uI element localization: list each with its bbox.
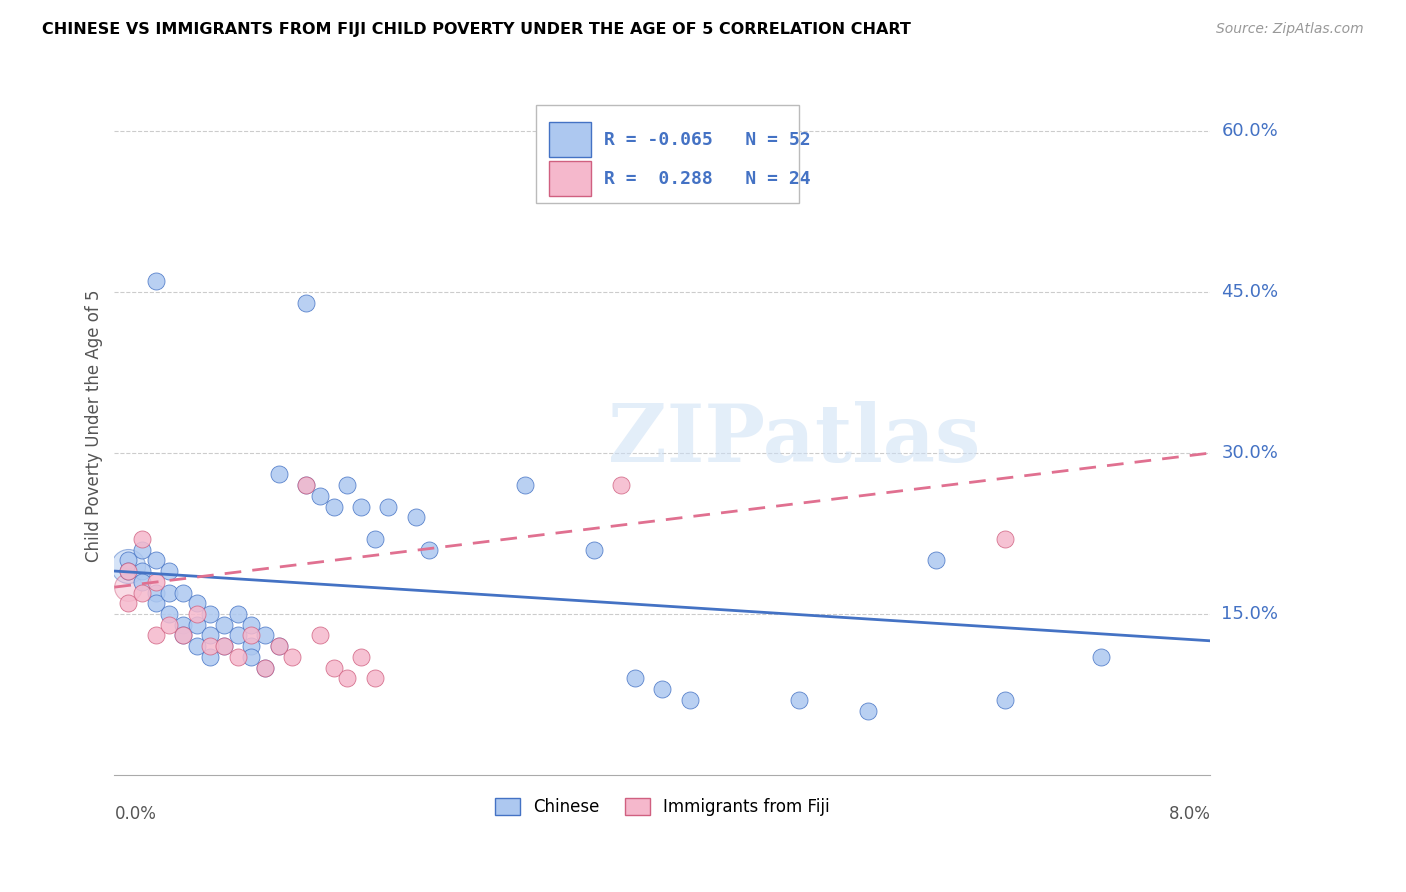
Text: 15.0%: 15.0% <box>1222 605 1278 623</box>
Point <box>145 274 167 288</box>
Point <box>131 564 153 578</box>
Point <box>350 649 373 664</box>
Text: Source: ZipAtlas.com: Source: ZipAtlas.com <box>1216 22 1364 37</box>
Text: 30.0%: 30.0% <box>1222 444 1278 462</box>
Point <box>350 500 373 514</box>
Point <box>186 639 208 653</box>
Point <box>377 500 399 514</box>
Point <box>157 585 180 599</box>
Point <box>117 596 139 610</box>
Point <box>131 542 153 557</box>
Point <box>157 564 180 578</box>
Point <box>240 617 263 632</box>
Point <box>582 542 605 557</box>
Point <box>186 596 208 610</box>
Point <box>363 532 385 546</box>
FancyBboxPatch shape <box>550 122 591 157</box>
Text: R =  0.288   N = 24: R = 0.288 N = 24 <box>605 169 811 187</box>
Legend: Chinese, Immigrants from Fiji: Chinese, Immigrants from Fiji <box>488 791 837 822</box>
Point <box>131 532 153 546</box>
Point <box>515 478 537 492</box>
Point <box>200 628 222 642</box>
Point <box>856 704 879 718</box>
Point <box>1090 649 1112 664</box>
Point <box>295 478 318 492</box>
Point <box>200 607 222 621</box>
Point <box>212 617 235 632</box>
Point <box>363 671 385 685</box>
Point <box>200 639 222 653</box>
Point <box>145 585 167 599</box>
Point <box>131 574 153 589</box>
Text: 60.0%: 60.0% <box>1222 122 1278 140</box>
Point <box>157 617 180 632</box>
Point <box>186 617 208 632</box>
Text: 8.0%: 8.0% <box>1168 805 1211 823</box>
Point <box>145 628 167 642</box>
Point <box>405 510 427 524</box>
Text: CHINESE VS IMMIGRANTS FROM FIJI CHILD POVERTY UNDER THE AGE OF 5 CORRELATION CHA: CHINESE VS IMMIGRANTS FROM FIJI CHILD PO… <box>42 22 911 37</box>
Point <box>336 478 359 492</box>
Point <box>994 693 1017 707</box>
Point <box>610 478 633 492</box>
Point <box>789 693 811 707</box>
Point <box>994 532 1017 546</box>
Point <box>309 489 332 503</box>
Point <box>254 660 277 674</box>
Point <box>145 574 167 589</box>
Point <box>295 478 318 492</box>
Text: 45.0%: 45.0% <box>1222 283 1278 301</box>
Point <box>925 553 948 567</box>
Point <box>267 467 290 482</box>
Point <box>336 671 359 685</box>
Point <box>240 639 263 653</box>
Point <box>172 585 194 599</box>
Point <box>117 558 139 573</box>
Point <box>117 580 139 594</box>
Point <box>679 693 702 707</box>
Point <box>172 628 194 642</box>
Point <box>145 553 167 567</box>
Point <box>172 628 194 642</box>
Point <box>295 295 318 310</box>
Point <box>254 628 277 642</box>
Text: 0.0%: 0.0% <box>114 805 156 823</box>
Y-axis label: Child Poverty Under the Age of 5: Child Poverty Under the Age of 5 <box>86 290 103 563</box>
Text: ZIPatlas: ZIPatlas <box>607 401 980 479</box>
Point <box>117 564 139 578</box>
Point <box>322 500 344 514</box>
Point <box>267 639 290 653</box>
Point <box>212 639 235 653</box>
Point <box>145 596 167 610</box>
Point <box>226 649 249 664</box>
Point <box>226 628 249 642</box>
FancyBboxPatch shape <box>536 105 800 203</box>
Point <box>157 607 180 621</box>
Point <box>172 617 194 632</box>
Point <box>240 628 263 642</box>
Point <box>212 639 235 653</box>
Point <box>624 671 647 685</box>
Point <box>309 628 332 642</box>
Point <box>281 649 304 664</box>
Point <box>131 585 153 599</box>
Point <box>226 607 249 621</box>
Point <box>240 649 263 664</box>
Point <box>651 682 673 697</box>
Point <box>418 542 440 557</box>
Point <box>186 607 208 621</box>
Point <box>254 660 277 674</box>
Point <box>322 660 344 674</box>
Point <box>267 639 290 653</box>
Text: R = -0.065   N = 52: R = -0.065 N = 52 <box>605 130 811 148</box>
Point <box>117 564 139 578</box>
Point <box>200 649 222 664</box>
Point <box>117 553 139 567</box>
FancyBboxPatch shape <box>550 161 591 196</box>
